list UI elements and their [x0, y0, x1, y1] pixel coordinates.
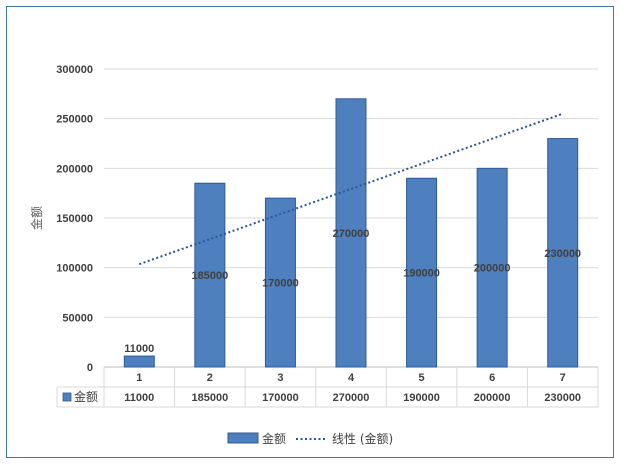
legend-label: 金额	[262, 431, 286, 446]
bar	[335, 98, 367, 368]
y-tick-label: 200000	[56, 163, 93, 175]
data-label: 185000	[191, 270, 228, 282]
table-value: 190000	[403, 392, 440, 404]
table-legend-key	[62, 392, 72, 402]
legend-bar-key	[227, 432, 259, 444]
table-value: 11000	[124, 392, 154, 404]
x-tick-label: 5	[419, 372, 425, 384]
trendline	[138, 112, 564, 266]
legend-label: 线性 (金额)	[332, 431, 393, 446]
x-tick-label: 3	[277, 372, 283, 384]
y-tick-label: 300000	[56, 64, 93, 76]
bar	[123, 355, 155, 368]
y-tick-label: 0	[87, 362, 93, 374]
data-label: 270000	[333, 228, 370, 240]
bar	[406, 177, 438, 368]
data-label: 190000	[403, 268, 440, 280]
x-tick-label: 4	[348, 372, 355, 384]
y-tick-label: 50000	[62, 312, 93, 324]
x-tick-label: 6	[489, 372, 495, 384]
bar	[476, 167, 508, 368]
table-value: 170000	[262, 392, 299, 404]
y-tick-label: 250000	[56, 114, 93, 126]
bar	[547, 138, 579, 368]
y-tick-label: 150000	[56, 213, 93, 225]
table-value: 200000	[474, 392, 511, 404]
y-axis-label: 金额	[29, 206, 44, 230]
table-value: 185000	[191, 392, 228, 404]
x-tick-label: 2	[207, 372, 213, 384]
data-label: 200000	[474, 263, 511, 275]
data-label: 230000	[544, 248, 581, 260]
x-tick-label: 7	[560, 372, 566, 384]
chart-frame	[6, 6, 614, 458]
bar	[194, 182, 226, 368]
y-tick-label: 100000	[56, 263, 93, 275]
table-value: 230000	[544, 392, 581, 404]
data-label: 11000	[124, 343, 154, 355]
table-row-label: 金额	[74, 389, 98, 404]
data-label: 170000	[262, 278, 299, 290]
bar	[264, 197, 296, 368]
table-value: 270000	[333, 392, 370, 404]
x-tick-label: 1	[136, 372, 142, 384]
